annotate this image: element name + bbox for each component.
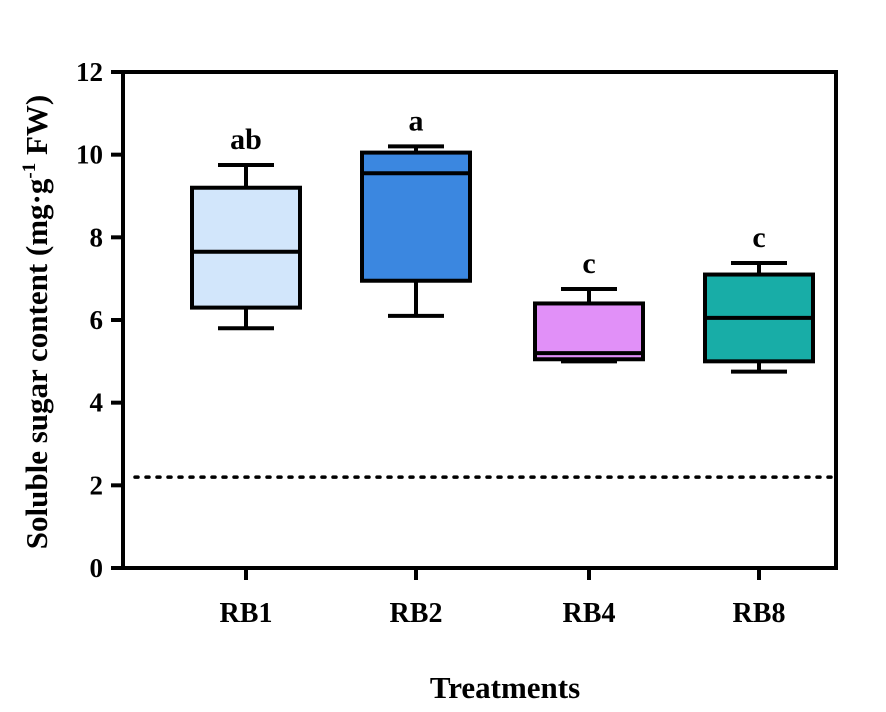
y-axis-title-superscript: -1 bbox=[19, 163, 40, 179]
x-tick-label: RB1 bbox=[220, 598, 273, 629]
x-axis-title: Treatments bbox=[430, 670, 580, 705]
axes: 0 2 4 6 8 10 12 RB1 RB2 RB4 RB8 bbox=[76, 57, 838, 629]
x-tick-label: RB4 bbox=[563, 598, 616, 629]
y-tick-label: 8 bbox=[90, 222, 104, 252]
labels: Treatments Soluble sugar content (mg·g-1… bbox=[19, 95, 766, 705]
y-axis-title: Soluble sugar content (mg·g-1 FW) bbox=[19, 95, 54, 549]
box-iqr bbox=[190, 185, 302, 310]
significance-letter: c bbox=[752, 221, 765, 254]
y-tick-label: 12 bbox=[76, 57, 103, 87]
y-tick-label: 0 bbox=[90, 553, 104, 583]
box-rb1 bbox=[190, 163, 302, 331]
box-rb8 bbox=[703, 260, 815, 374]
significance-letter: ab bbox=[230, 123, 262, 156]
y-tick-label: 4 bbox=[90, 388, 104, 418]
box-rb2 bbox=[360, 144, 472, 318]
y-tick-label: 2 bbox=[90, 470, 104, 500]
boxes bbox=[190, 144, 815, 374]
significance-letter: a bbox=[409, 104, 424, 137]
x-tick-label: RB2 bbox=[390, 598, 443, 629]
box-rb4 bbox=[533, 287, 645, 364]
y-axis-title-main: Soluble sugar content (mg·g bbox=[19, 178, 54, 549]
y-tick-label: 6 bbox=[90, 305, 104, 335]
y-tick-label: 10 bbox=[76, 140, 103, 170]
significance-letter: c bbox=[582, 247, 595, 280]
x-tick-label: RB8 bbox=[733, 598, 786, 629]
box-iqr bbox=[533, 301, 645, 362]
y-axis-title-suffix: FW) bbox=[19, 95, 54, 163]
